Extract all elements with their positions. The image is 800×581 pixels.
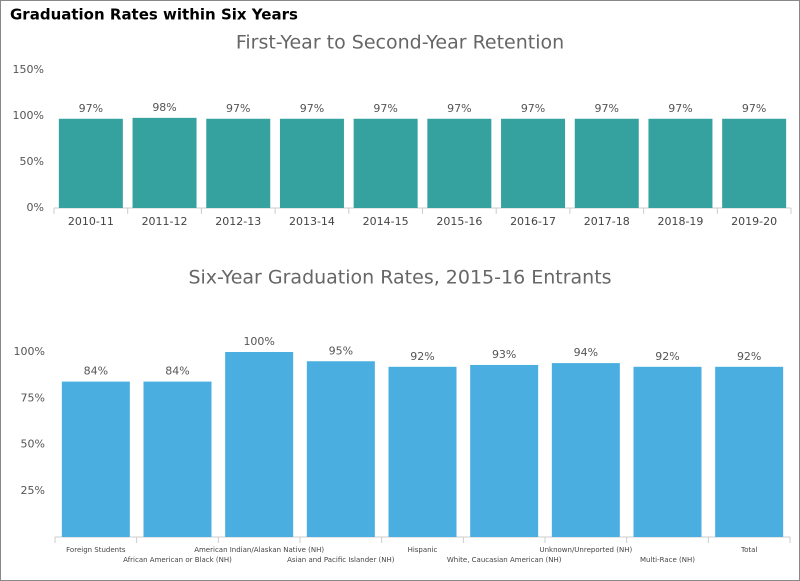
x-tick-label: 2015-16 [436,215,482,228]
bar [427,118,492,208]
chart-title: First-Year to Second-Year Retention [236,32,564,54]
x-tick-label: African American or Black (NH) [123,556,232,564]
value-label: 84% [165,365,189,378]
x-tick-label: 2014-15 [363,215,409,228]
x-tick-label: Total [740,546,757,554]
chart-title: Six-Year Graduation Rates, 2015-16 Entra… [188,267,611,289]
bar [501,118,566,208]
bar [551,363,620,537]
bar [143,381,212,537]
x-tick-label: 2017-18 [584,215,630,228]
bar [225,352,294,537]
value-label: 97% [521,102,545,115]
bar [206,118,271,208]
value-label: 98% [152,101,176,114]
bar [132,117,197,208]
x-tick-label: Unknown/Unreported (NH) [539,546,632,554]
bar [574,118,639,208]
value-label: 84% [84,365,108,378]
x-tick-label: 2013-14 [289,215,335,228]
bar [279,118,344,208]
x-tick-label: White, Caucasian American (NH) [447,556,562,564]
x-tick-label: 2012-13 [215,215,261,228]
value-label: 92% [737,350,761,363]
value-label: 93% [492,348,516,361]
y-tick-label: 100% [13,109,44,122]
y-tick-label: 0% [27,201,44,214]
value-label: 92% [655,350,679,363]
bar [388,366,457,537]
x-tick-label: 2018-19 [657,215,703,228]
y-tick-label: 100% [14,345,45,358]
bar [722,118,787,208]
value-label: 94% [574,346,598,359]
bar [470,364,539,537]
value-label: 100% [243,335,274,348]
bar [715,366,784,537]
value-label: 97% [595,102,619,115]
bar [58,118,123,208]
x-tick-label: Hispanic [408,546,438,554]
bar [633,366,702,537]
x-tick-label: 2011-12 [142,215,188,228]
bar [61,381,130,537]
y-tick-label: 150% [13,63,44,76]
y-tick-label: 75% [21,391,45,404]
value-label: 97% [742,102,766,115]
value-label: 97% [300,102,324,115]
value-label: 92% [410,350,434,363]
y-tick-label: 50% [20,155,44,168]
x-tick-label: Multi-Race (NH) [640,556,695,564]
x-tick-label: Asian and Pacific Islander (NH) [287,556,395,564]
bar [306,361,375,537]
x-tick-label: American Indian/Alaskan Native (NH) [194,546,324,554]
value-label: 97% [79,102,103,115]
x-tick-label: 2010-11 [68,215,114,228]
x-tick-label: 2016-17 [510,215,556,228]
value-label: 97% [226,102,250,115]
value-label: 95% [329,344,353,357]
value-label: 97% [373,102,397,115]
bar [648,118,713,208]
page-title: Graduation Rates within Six Years [10,6,298,24]
bar [353,118,418,208]
x-tick-label: Foreign Students [66,546,126,554]
y-tick-label: 25% [21,484,45,497]
value-label: 97% [668,102,692,115]
x-tick-label: 2019-20 [731,215,777,228]
y-tick-label: 50% [21,438,45,451]
value-label: 97% [447,102,471,115]
